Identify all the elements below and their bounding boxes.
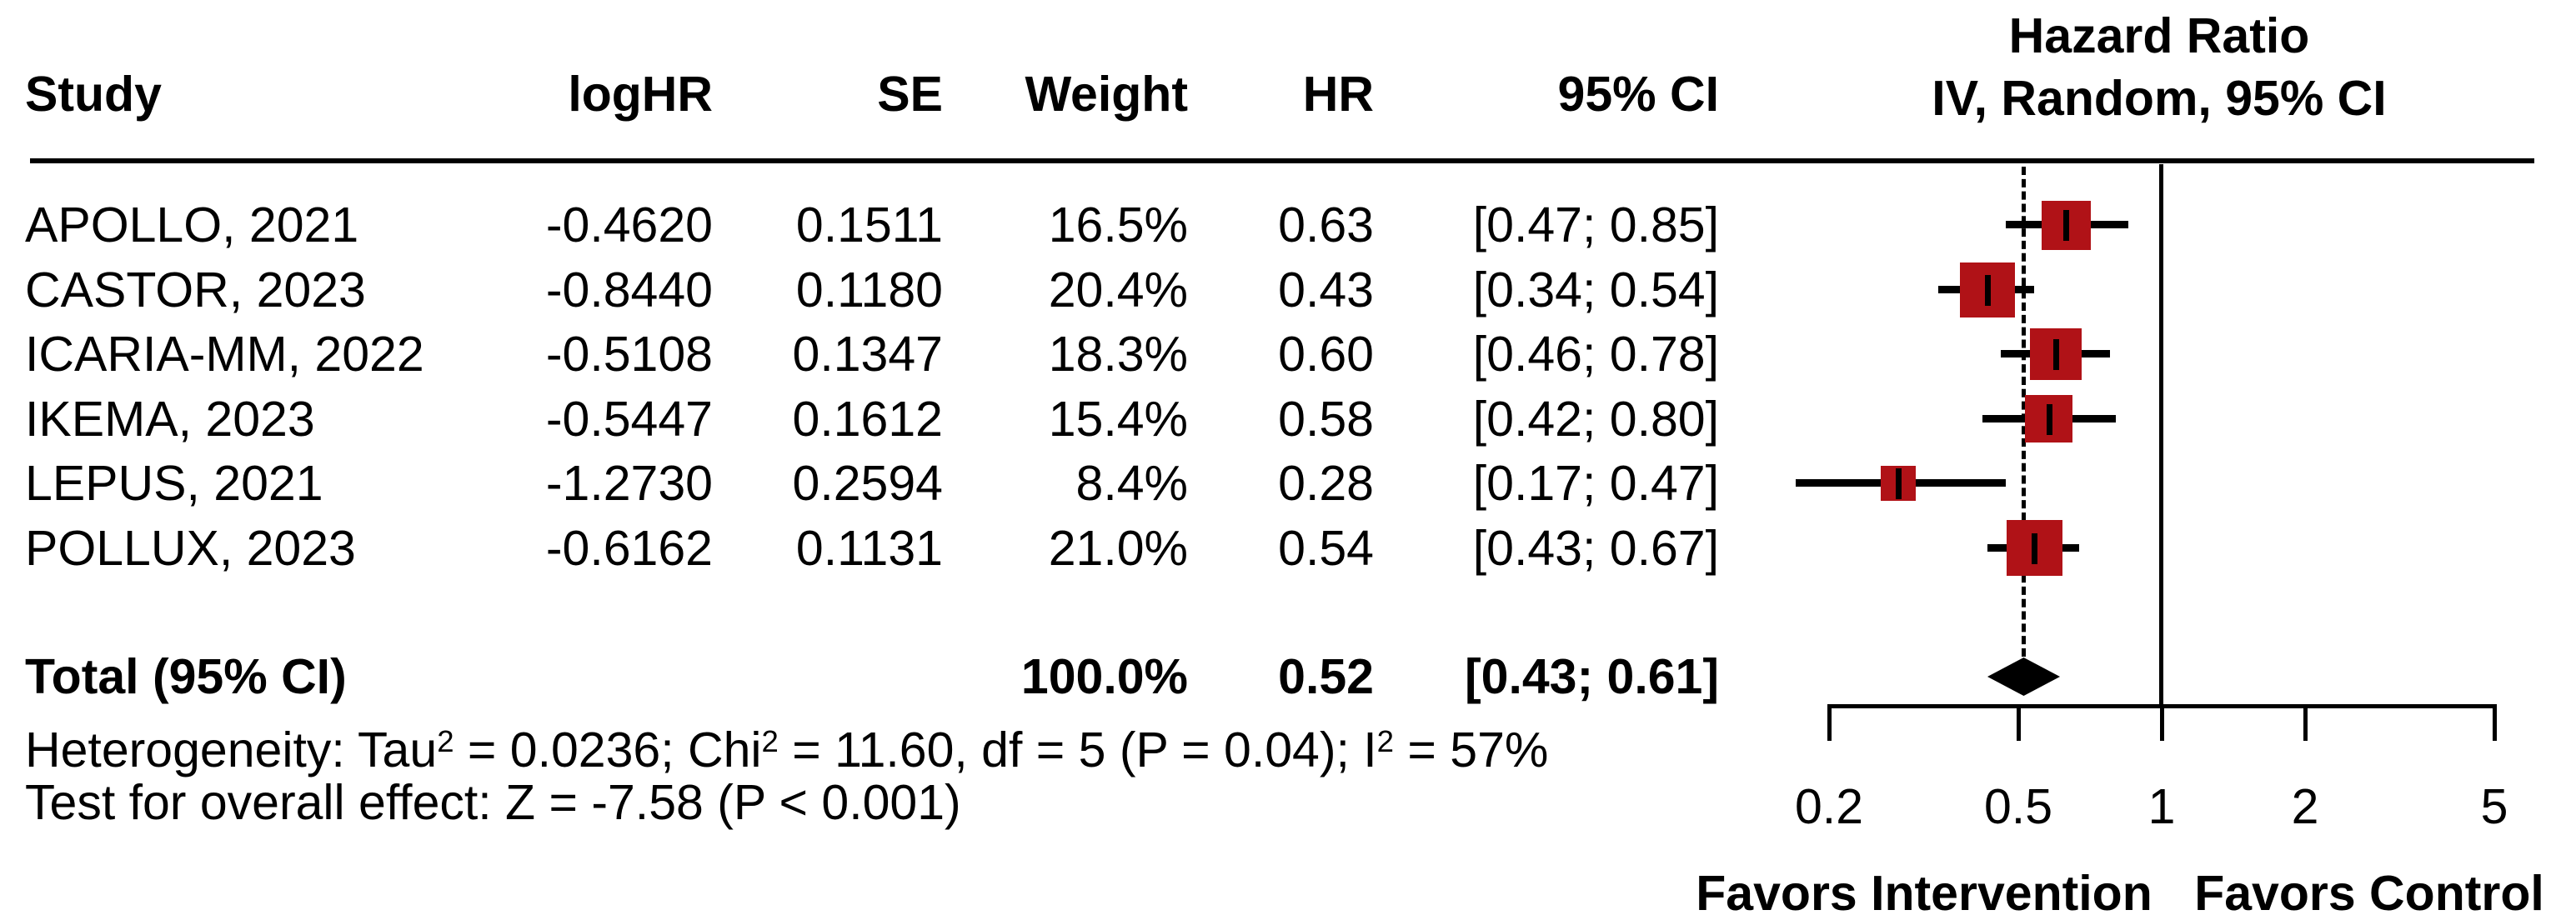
study-name: IKEMA, 2023	[25, 391, 315, 447]
total-weight: 100.0%	[1020, 649, 1188, 704]
study-weight: 18.3%	[1048, 327, 1188, 382]
study-weight: 21.0%	[1048, 520, 1188, 576]
x-axis-tick-label: 0.5	[1983, 779, 2053, 834]
column-header-se: SE	[877, 67, 943, 122]
study-ci: [0.46; 0.78]	[1472, 327, 1719, 382]
study-se: 0.1347	[792, 327, 943, 382]
total-ci: [0.43; 0.61]	[1465, 649, 1719, 704]
study-ci: [0.47; 0.85]	[1472, 198, 1719, 252]
study-ci: [0.17; 0.47]	[1472, 456, 1719, 511]
x-axis-tick	[2160, 704, 2164, 741]
plot-header-line1: Hazard Ratio	[2008, 8, 2310, 63]
point-marker	[1985, 275, 1991, 306]
x-axis-tick-label: 1	[2148, 779, 2176, 834]
x-axis-tick-label: 2	[2291, 779, 2319, 834]
point-marker	[1896, 468, 1902, 499]
x-axis-tick	[2493, 704, 2497, 741]
favors-intervention-label: Favors Intervention	[1696, 866, 2153, 920]
heterogeneity-text: Heterogeneity: Tau2 = 0.0236; Chi2 = 11.…	[25, 722, 1549, 778]
study-loghr: -0.6162	[545, 520, 713, 576]
total-hr: 0.52	[1278, 649, 1374, 704]
study-hr: 0.63	[1278, 198, 1374, 252]
x-axis-tick	[2303, 704, 2308, 741]
superscript: 2	[761, 723, 779, 758]
study-hr: 0.60	[1278, 327, 1374, 382]
superscript: 2	[437, 723, 454, 758]
point-marker	[2047, 404, 2052, 435]
study-se: 0.2594	[792, 456, 943, 511]
pooled-estimate-dashed-line	[2022, 167, 2026, 657]
study-ci: [0.34; 0.54]	[1472, 262, 1719, 318]
total-row-label: Total (95% CI)	[25, 649, 347, 704]
column-header-study: Study	[25, 67, 162, 122]
superscript: 2	[1376, 723, 1395, 758]
column-header-weight: Weight	[1025, 67, 1188, 122]
study-se: 0.1180	[795, 262, 943, 318]
study-loghr: -0.8440	[545, 262, 713, 318]
column-header-loghr: logHR	[568, 67, 713, 122]
overall-effect-text: Test for overall effect: Z = -7.58 (P < …	[25, 775, 961, 830]
study-name: CASTOR, 2023	[25, 262, 366, 318]
study-weight: 16.5%	[1048, 198, 1188, 252]
study-loghr: -0.5108	[545, 327, 713, 382]
study-loghr: -1.2730	[545, 456, 713, 511]
study-se: 0.1131	[795, 520, 943, 576]
study-loghr: -0.5447	[545, 391, 713, 447]
study-hr: 0.58	[1278, 391, 1374, 447]
x-axis-tick-label: 0.2	[1794, 779, 1864, 834]
point-marker	[2053, 339, 2059, 370]
study-name: LEPUS, 2021	[25, 456, 323, 511]
study-name: ICARIA-MM, 2022	[25, 327, 424, 382]
x-axis-tick	[1827, 704, 1832, 741]
study-hr: 0.43	[1278, 262, 1374, 318]
study-ci: [0.42; 0.80]	[1472, 391, 1719, 447]
study-weight: 15.4%	[1048, 391, 1188, 447]
study-se: 0.1612	[792, 391, 943, 447]
point-marker	[2032, 533, 2037, 564]
study-weight: 8.4%	[1075, 456, 1188, 511]
study-loghr: -0.4620	[545, 198, 713, 252]
column-header-ci: 95% CI	[1557, 67, 1719, 122]
null-effect-reference-line	[2159, 164, 2163, 707]
study-name: APOLLO, 2021	[25, 198, 359, 252]
pooled-diamond	[1987, 658, 2060, 696]
header-rule	[30, 158, 2534, 163]
study-se: 0.1511	[795, 198, 943, 252]
x-axis-tick-label: 5	[2480, 779, 2508, 834]
study-hr: 0.28	[1278, 456, 1374, 511]
column-header-hr: HR	[1302, 67, 1374, 122]
plot-header-line2: IV, Random, 95% CI	[1932, 71, 2387, 126]
point-marker	[2063, 210, 2069, 241]
study-name: POLLUX, 2023	[25, 520, 356, 576]
study-hr: 0.54	[1278, 520, 1374, 576]
favors-control-label: Favors Control	[2194, 866, 2544, 920]
study-ci: [0.43; 0.67]	[1472, 520, 1719, 576]
study-weight: 20.4%	[1048, 262, 1188, 318]
x-axis-tick	[2017, 704, 2021, 741]
